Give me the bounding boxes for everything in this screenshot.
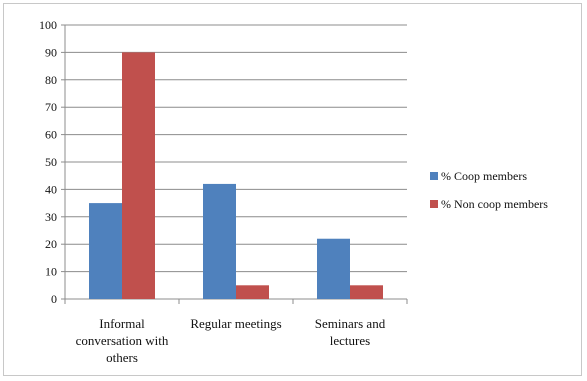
- x-category-label-line: Informal: [99, 316, 145, 331]
- bar-non-coop: [350, 285, 383, 299]
- y-tick-label: 80: [45, 73, 57, 87]
- y-tick-label: 100: [39, 18, 57, 32]
- bar-coop: [203, 183, 236, 299]
- x-category-label: Informal conversation with others: [76, 316, 169, 365]
- y-tick-label: 70: [45, 100, 57, 114]
- y-tick-label: 40: [45, 182, 57, 196]
- y-tick-label: 50: [45, 155, 57, 169]
- x-category-label-line: lectures: [330, 333, 370, 348]
- x-category-label: Seminars and lectures: [315, 316, 386, 348]
- bar-non-coop: [122, 52, 155, 300]
- y-tick-label: 60: [45, 128, 57, 142]
- y-tick-label: 0: [51, 292, 57, 306]
- bar-coop: [317, 238, 350, 299]
- y-tick-label: 10: [45, 265, 57, 279]
- x-category-label: Regular meetings: [190, 316, 281, 331]
- legend-label: % Coop members: [441, 169, 527, 183]
- bar-coop: [89, 203, 122, 299]
- x-category-label-line: Seminars and: [315, 316, 386, 331]
- x-category-label-line: Regular meetings: [190, 316, 281, 331]
- legend-label: % Non coop members: [441, 197, 548, 211]
- y-tick-label: 30: [45, 210, 57, 224]
- y-tick-label: 90: [45, 45, 57, 59]
- bar-non-coop: [236, 285, 269, 299]
- x-category-label-line: conversation with: [76, 333, 169, 348]
- x-category-label-line: others: [106, 350, 138, 365]
- y-tick-label: 20: [45, 237, 57, 251]
- legend-swatch: [430, 172, 438, 180]
- legend-swatch: [430, 200, 438, 208]
